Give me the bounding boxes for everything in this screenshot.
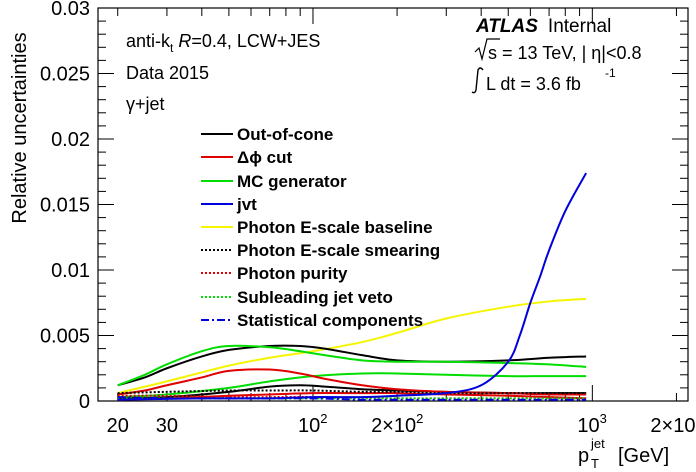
sqrt-symbol bbox=[474, 38, 500, 62]
legend-entry-statistical-components: Statistical components bbox=[201, 311, 423, 330]
lumi-exponent: -1 bbox=[605, 66, 616, 80]
annotation-algorithm: anti-kt R=0.4, LCW+JES bbox=[126, 31, 320, 55]
legend-label: Statistical components bbox=[237, 311, 423, 330]
x-axis-label: p T jet [GeV] bbox=[578, 436, 669, 471]
x-axis-label-sub: T bbox=[591, 456, 599, 471]
lumi-text: L dt = 3.6 fb bbox=[486, 74, 581, 94]
legend-label: Photon E-scale smearing bbox=[237, 241, 440, 260]
y-tick-label: 0.005 bbox=[40, 326, 90, 348]
legend-entry-subleading-jet-veto: Subleading jet veto bbox=[201, 288, 393, 307]
integral-symbol bbox=[471, 67, 484, 94]
y-tick-label: 0.025 bbox=[40, 64, 90, 86]
annotation-algo-sub: t bbox=[170, 41, 174, 55]
x-axis-label-unit: [GeV] bbox=[618, 445, 669, 467]
annotation-algo-prefix: anti-k bbox=[126, 31, 171, 51]
series-line-extra-2 bbox=[117, 392, 587, 401]
legend-entry-jvt: jvt bbox=[201, 195, 257, 214]
legend-label: Photon purity bbox=[237, 264, 348, 283]
annotation-right: ATLAS Internal s = 13 TeV, | η|<0.8 L dt … bbox=[471, 16, 641, 94]
legend-entry-mc-generator: MC generator bbox=[201, 172, 347, 191]
series-line-5 bbox=[117, 389, 587, 395]
x-tick-label: 2×102 bbox=[371, 411, 423, 437]
y-tick-label: 0.015 bbox=[40, 195, 90, 217]
legend: Out-of-cone Δϕ cut MC generator jvt Phot… bbox=[201, 125, 440, 330]
series-line-2 bbox=[117, 344, 587, 387]
annotation-dataset: Data 2015 bbox=[126, 63, 209, 83]
series-line-1 bbox=[117, 368, 587, 396]
series-line-0 bbox=[117, 344, 587, 387]
legend-entry-photon-escale-smearing: Photon E-scale smearing bbox=[201, 241, 440, 260]
annotation-algo-rest: =0.4, LCW+JES bbox=[191, 31, 320, 51]
series-line-3 bbox=[117, 172, 587, 401]
legend-label: Subleading jet veto bbox=[237, 288, 393, 307]
y-axis-label: Relative uncertainties bbox=[9, 32, 31, 223]
atlas-word: ATLAS bbox=[475, 16, 538, 37]
legend-label: Photon E-scale baseline bbox=[237, 218, 433, 237]
x-tick-label: 102 bbox=[298, 411, 327, 437]
legend-entry-out-of-cone: Out-of-cone bbox=[201, 125, 333, 144]
series-line-4 bbox=[117, 297, 587, 395]
y-tick-label: 0.01 bbox=[51, 260, 90, 282]
legend-label: jvt bbox=[236, 195, 257, 214]
annotation-algo-R: R bbox=[178, 31, 191, 51]
legend-label: Δϕ cut bbox=[237, 148, 293, 167]
legend-label: Out-of-cone bbox=[237, 125, 333, 144]
energy-text: s = 13 TeV, | η|<0.8 bbox=[488, 43, 641, 63]
y-tick-label: 0.03 bbox=[51, 0, 90, 20]
x-tick-label: 103 bbox=[577, 411, 606, 437]
x-axis-label-base: p bbox=[578, 445, 589, 467]
legend-entry-photon-purity: Photon purity bbox=[201, 264, 348, 283]
x-tick-label: 2×103 bbox=[650, 411, 696, 437]
legend-entry-photon-escale-baseline: Photon E-scale baseline bbox=[201, 218, 433, 237]
atlas-label: ATLAS Internal bbox=[475, 16, 611, 37]
data-curves bbox=[117, 172, 587, 401]
annotation-left: anti-kt R=0.4, LCW+JES Data 2015 γ+jet bbox=[126, 31, 320, 114]
y-tick-label: 0.02 bbox=[51, 129, 90, 151]
x-tick-label: 30 bbox=[156, 415, 178, 437]
series-line-extra-0 bbox=[117, 372, 587, 399]
annotation-channel: γ+jet bbox=[126, 94, 165, 114]
internal-word: Internal bbox=[548, 16, 611, 37]
x-axis-label-sup: jet bbox=[590, 436, 605, 451]
legend-label: MC generator bbox=[237, 172, 347, 191]
y-tick-label: 0 bbox=[79, 391, 90, 413]
legend-entry-dphi-cut: Δϕ cut bbox=[201, 148, 293, 167]
x-tick-label: 20 bbox=[107, 415, 129, 437]
tick-marks bbox=[98, 7, 688, 402]
